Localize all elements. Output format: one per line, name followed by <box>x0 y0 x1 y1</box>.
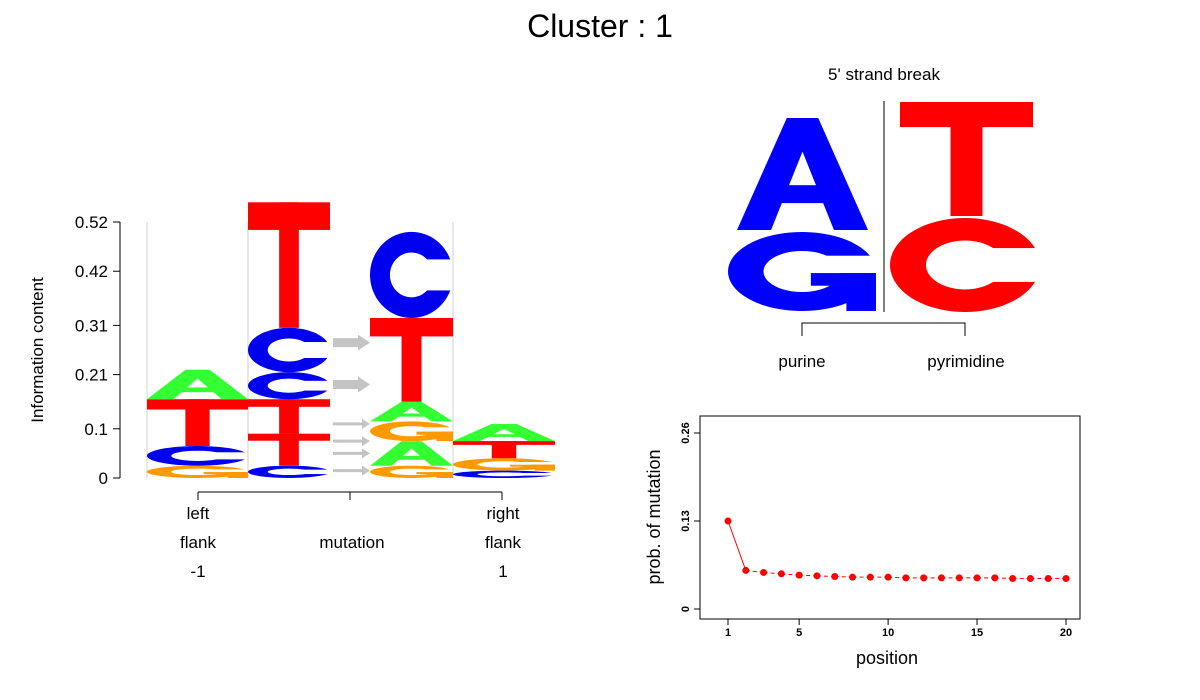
logo-x-label-left: left <box>187 504 210 523</box>
plot-point <box>937 574 945 582</box>
logo-y-tick-label: 0.52 <box>75 213 108 232</box>
plot-point <box>1062 575 1070 583</box>
plot-point <box>724 517 732 525</box>
plot-x-tick-label: 10 <box>882 627 894 639</box>
plot-point <box>866 573 874 581</box>
strand-letter-t <box>900 102 1033 216</box>
logo-y-tick-label: 0.21 <box>75 366 108 385</box>
plot-point <box>884 573 892 581</box>
plot-y-tick-label: 0 <box>680 606 692 612</box>
logo-x-label-right: right <box>486 504 519 523</box>
logo-letter-t <box>248 433 330 466</box>
plot-point <box>991 574 999 582</box>
logo-x-label-left: -1 <box>190 562 205 581</box>
logo-y-tick-label: 0.42 <box>75 262 108 281</box>
plot-point <box>955 574 963 582</box>
logo-y-tick-label: 0.1 <box>84 420 108 439</box>
logo-letter-c <box>370 231 454 318</box>
logo-letter-c <box>248 372 331 400</box>
logo-letter-t <box>248 399 330 434</box>
logo-arrow-head <box>362 448 370 459</box>
plot-point <box>777 570 785 578</box>
plot-point <box>831 573 839 581</box>
plot-x-tick-label: 5 <box>796 627 802 639</box>
logo-letter-c <box>453 470 556 478</box>
logo-arrow-head <box>362 465 370 476</box>
plot-point <box>795 571 803 579</box>
plot-x-tick-label: 1 <box>725 627 731 639</box>
strand-letter-g <box>728 232 877 311</box>
logo-letter-g <box>370 421 454 442</box>
plot-point <box>1044 575 1052 583</box>
logo-arrow-head <box>362 418 370 429</box>
plot-series-segment <box>727 520 747 571</box>
logo-letter-a <box>370 441 453 466</box>
page-title: Cluster : 1 <box>527 8 673 44</box>
logo-letter-a <box>147 369 248 400</box>
logo-letter-c <box>147 446 249 466</box>
logo-letter-g <box>370 465 454 478</box>
plot-point <box>902 574 910 582</box>
strand-letter-a <box>737 118 868 230</box>
logo-arrow-head <box>358 376 370 393</box>
logo-letter-a <box>370 401 453 422</box>
plot-point <box>920 574 928 582</box>
plot-point <box>760 568 768 576</box>
logo-letter-g <box>453 458 556 471</box>
plot-y-tick-label: 0.26 <box>680 422 692 443</box>
logo-x-label-right: flank <box>485 533 521 552</box>
logo-y-axis-label: Information content <box>28 277 47 423</box>
plot-x-tick-label: 20 <box>1060 627 1072 639</box>
plot-x-axis-label: position <box>856 648 918 668</box>
plot-y-axis-label: prob. of mutation <box>644 449 664 584</box>
plot-point <box>1009 575 1017 583</box>
plot-point <box>813 572 821 580</box>
logo-letter-t <box>453 441 555 459</box>
logo-letter-g <box>147 465 249 478</box>
logo-arrow-head <box>358 334 370 351</box>
plot-x-tick-label: 15 <box>971 627 983 639</box>
logo-x-label-right: 1 <box>498 562 507 581</box>
logo-letter-c <box>248 327 331 373</box>
strand-bracket <box>801 322 966 336</box>
strand-label-purine: purine <box>778 352 825 371</box>
plot-point <box>973 574 981 582</box>
logo-letter-c <box>248 465 331 478</box>
strand-label-pyrimidine: pyrimidine <box>927 352 1004 371</box>
logo-y-tick-label: 0 <box>99 469 108 488</box>
logo-letter-a <box>453 423 555 442</box>
logo-letter-t <box>248 202 330 328</box>
plot-frame <box>699 415 1081 620</box>
plot-point <box>742 566 750 574</box>
logo-letter-t <box>147 399 248 446</box>
strand-break-title: 5' strand break <box>828 65 940 84</box>
logo-x-label-left: flank <box>180 533 216 552</box>
plot-y-tick-label: 0.13 <box>680 510 692 531</box>
logo-letter-t <box>370 318 453 402</box>
plot-point <box>849 573 857 581</box>
plot-point <box>1026 575 1034 583</box>
logo-y-tick-label: 0.31 <box>75 316 108 335</box>
logo-arrow-head <box>362 436 370 447</box>
logo-x-label-mutation: mutation <box>319 533 384 552</box>
strand-letter-c <box>890 218 1041 312</box>
